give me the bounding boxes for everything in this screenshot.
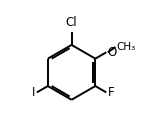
Text: I: I bbox=[32, 86, 36, 99]
Text: Cl: Cl bbox=[66, 16, 77, 29]
Text: F: F bbox=[108, 86, 114, 99]
Text: CH₃: CH₃ bbox=[116, 42, 136, 52]
Text: O: O bbox=[107, 46, 117, 59]
